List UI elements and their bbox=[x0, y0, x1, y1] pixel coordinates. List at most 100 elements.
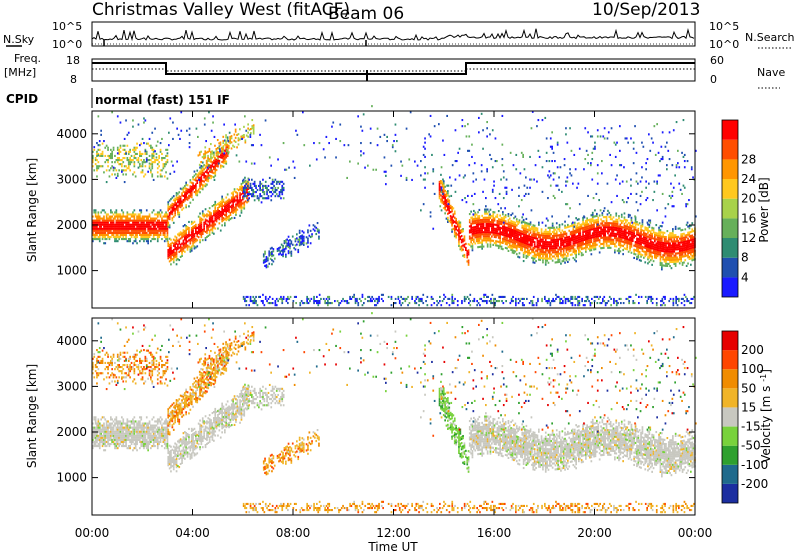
power-cell bbox=[528, 302, 531, 305]
power-cell bbox=[130, 229, 133, 232]
power-cell bbox=[108, 231, 111, 234]
power-cell bbox=[481, 233, 483, 236]
power-cell bbox=[104, 238, 107, 241]
power-cell bbox=[641, 223, 644, 226]
power-cell bbox=[678, 254, 681, 257]
power-cell bbox=[470, 231, 472, 234]
power-cell bbox=[125, 233, 127, 236]
power-cell bbox=[93, 236, 96, 239]
power-cell bbox=[498, 295, 501, 298]
power-cell bbox=[658, 243, 660, 246]
power-cell bbox=[551, 241, 554, 244]
power-cell bbox=[181, 208, 183, 211]
power-cell bbox=[438, 193, 441, 196]
power-cell bbox=[266, 193, 268, 196]
power-cell bbox=[501, 300, 503, 303]
power-cell bbox=[620, 240, 623, 243]
power-cell bbox=[688, 225, 691, 228]
power-cell bbox=[460, 239, 463, 242]
power-cell bbox=[103, 227, 105, 230]
power-cell bbox=[258, 199, 260, 202]
power-cell bbox=[184, 185, 186, 188]
power-cell bbox=[218, 151, 221, 154]
power-cell bbox=[171, 258, 174, 261]
power-cell bbox=[526, 247, 529, 250]
power-cell bbox=[525, 238, 528, 241]
power-cell bbox=[152, 217, 155, 220]
power-cell bbox=[486, 245, 489, 248]
power-cell bbox=[175, 236, 178, 239]
power-cell bbox=[243, 125, 245, 128]
power-cell bbox=[98, 165, 101, 168]
power-cell bbox=[302, 231, 305, 234]
power-cell bbox=[576, 243, 579, 246]
power-cell bbox=[459, 225, 462, 228]
power-cell bbox=[136, 146, 138, 149]
power-cell bbox=[225, 204, 228, 207]
power-cell bbox=[449, 221, 452, 224]
power-cell bbox=[94, 219, 97, 222]
power-cell bbox=[162, 165, 165, 168]
power-cell bbox=[127, 161, 130, 164]
power-cell bbox=[582, 304, 585, 307]
power-cell bbox=[575, 256, 577, 259]
power-cell bbox=[204, 183, 207, 186]
power-cell bbox=[658, 241, 660, 244]
power-cell bbox=[491, 293, 494, 296]
power-cell bbox=[647, 239, 649, 242]
power-cell bbox=[507, 223, 510, 226]
power-cell bbox=[655, 242, 658, 245]
power-cell bbox=[557, 256, 559, 259]
power-cell bbox=[122, 161, 125, 164]
power-cell bbox=[488, 237, 490, 240]
power-cell bbox=[522, 251, 525, 254]
power-cell bbox=[467, 253, 470, 256]
power-cell bbox=[583, 222, 586, 225]
power-cell bbox=[585, 230, 587, 233]
power-cell bbox=[100, 211, 102, 214]
power-cell bbox=[376, 297, 379, 300]
power-cell bbox=[190, 235, 193, 238]
power-cell bbox=[252, 300, 255, 303]
power-cell bbox=[644, 246, 647, 249]
power-cell bbox=[551, 235, 554, 238]
power-cell bbox=[591, 242, 594, 245]
power-cell bbox=[627, 232, 630, 235]
power-cell bbox=[644, 228, 647, 231]
power-cell bbox=[612, 242, 615, 245]
power-cell bbox=[622, 253, 624, 256]
power-cell bbox=[132, 221, 134, 224]
power-cell bbox=[514, 223, 517, 226]
power-cell bbox=[673, 258, 676, 261]
power-cell bbox=[503, 225, 506, 228]
power-cell bbox=[528, 239, 530, 242]
power-cell bbox=[145, 223, 148, 226]
power-cell bbox=[247, 131, 249, 134]
power-cell bbox=[445, 199, 448, 202]
power-cell bbox=[283, 250, 286, 253]
power-cell bbox=[661, 304, 664, 307]
power-cell bbox=[174, 239, 176, 242]
power-cell bbox=[591, 246, 594, 249]
power-cell bbox=[419, 300, 422, 303]
power-cell bbox=[567, 236, 569, 239]
power-cell bbox=[594, 231, 597, 234]
power-cell bbox=[168, 207, 171, 210]
power-cell bbox=[659, 261, 662, 264]
power-cell bbox=[630, 233, 633, 236]
power-cell bbox=[440, 180, 442, 183]
power-cell bbox=[294, 248, 297, 251]
power-cell bbox=[591, 215, 594, 218]
power-cell bbox=[161, 152, 163, 155]
power-cell bbox=[550, 226, 553, 229]
power-cell bbox=[170, 263, 172, 266]
power-cell bbox=[213, 204, 215, 207]
power-cell bbox=[685, 236, 688, 239]
power-cell bbox=[224, 162, 226, 165]
power-cell bbox=[451, 295, 454, 298]
power-cell bbox=[638, 236, 641, 239]
power-cell bbox=[182, 233, 185, 236]
power-cell bbox=[166, 231, 169, 234]
power-cell bbox=[415, 302, 418, 305]
power-cell bbox=[165, 211, 167, 214]
